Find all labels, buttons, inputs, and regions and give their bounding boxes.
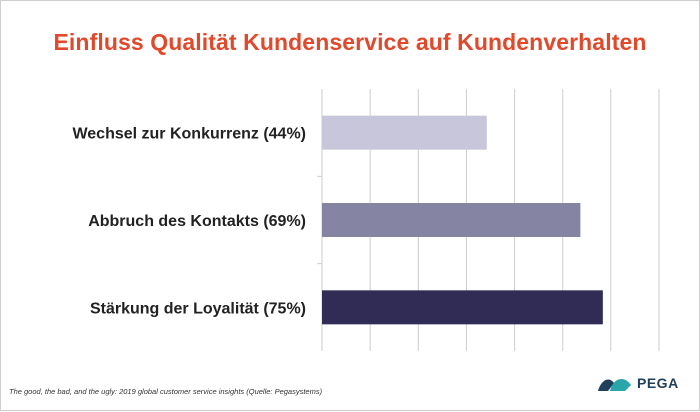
bar-1	[322, 203, 581, 237]
bar-2	[322, 290, 603, 325]
category-axis	[317, 175, 322, 265]
bars	[322, 115, 603, 325]
source-footnote: The good, the bad, and the ugly: 2019 gl…	[9, 387, 323, 396]
category-label-0: Wechsel zur Konkurrenz (44%)	[72, 126, 306, 143]
category-label-2: Stärkung der Loyalität (75%)	[90, 300, 306, 317]
category-labels: Wechsel zur Konkurrenz (44%) Abbruch des …	[72, 126, 306, 318]
pega-logo-icon	[598, 379, 631, 391]
pega-logo: PEGA	[597, 374, 679, 392]
bar-0	[322, 115, 487, 150]
chart-title: Einfluss Qualität Kundenservice auf Kund…	[53, 29, 647, 55]
category-label-1: Abbruch des Kontakts (69%)	[88, 213, 306, 230]
pega-logo-text: PEGA	[637, 375, 679, 391]
